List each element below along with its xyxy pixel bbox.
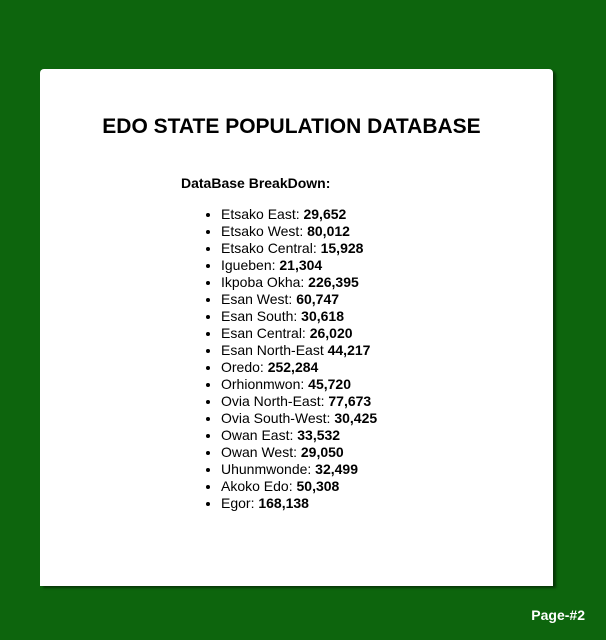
list-item: Oredo: 252,284 [221, 359, 377, 376]
list-item: Esan South: 30,618 [221, 308, 377, 325]
population-value: 44,217 [327, 342, 371, 358]
content-card: EDO STATE POPULATION DATABASE DataBase B… [40, 69, 553, 586]
population-value: 226,395 [308, 274, 359, 290]
lga-name: Etsako Central: [221, 240, 317, 256]
list-item: Ovia South-West: 30,425 [221, 410, 377, 427]
population-value: 45,720 [308, 376, 351, 392]
population-value: 77,673 [328, 393, 372, 409]
population-value: 168,138 [258, 495, 309, 511]
list-item: Igueben: 21,304 [221, 257, 377, 274]
population-value: 33,532 [297, 427, 341, 443]
population-value: 30,425 [334, 410, 378, 426]
population-list: Etsako East: 29,652Etsako West: 80,012Et… [181, 206, 377, 512]
lga-name: Uhunmwonde: [221, 461, 312, 477]
lga-name: Oredo: [221, 359, 264, 375]
list-item: Uhunmwonde: 32,499 [221, 461, 377, 478]
list-item: Akoko Edo: 50,308 [221, 478, 377, 495]
list-item: Esan West: 60,747 [221, 291, 377, 308]
population-value: 50,308 [296, 478, 340, 494]
lga-name: Akoko Edo: [221, 478, 293, 494]
list-item: Ovia North-East: 77,673 [221, 393, 377, 410]
breakdown-heading: DataBase BreakDown: [181, 175, 331, 191]
lga-name: Igueben: [221, 257, 276, 273]
population-value: 252,284 [267, 359, 319, 375]
list-item: Ikpoba Okha: 226,395 [221, 274, 377, 291]
population-value: 29,652 [303, 206, 347, 222]
list-item: Etsako West: 80,012 [221, 223, 377, 240]
population-value: 30,618 [301, 308, 344, 324]
lga-name: Esan North-East [221, 342, 324, 358]
population-value: 60,747 [296, 291, 340, 307]
population-value: 32,499 [315, 461, 358, 477]
population-value: 29,050 [300, 444, 344, 460]
population-value: 15,928 [320, 240, 364, 256]
lga-name: Orhionmwon: [221, 376, 305, 392]
lga-name: Owan East: [221, 427, 294, 443]
population-value: 80,012 [307, 223, 350, 239]
lga-name: Owan West: [221, 444, 297, 460]
list-item: Owan West: 29,050 [221, 444, 377, 461]
lga-name: Esan South: [221, 308, 298, 324]
list-item: Orhionmwon: 45,720 [221, 376, 377, 393]
list-item: Etsako East: 29,652 [221, 206, 377, 223]
list-item: Esan Central: 26,020 [221, 325, 377, 342]
lga-name: Etsako East: [221, 206, 300, 222]
lga-name: Ikpoba Okha: [221, 274, 305, 290]
lga-name: Ovia South-West: [221, 410, 331, 426]
page-number-label: Page-#2 [531, 607, 585, 623]
list-item: Etsako Central: 15,928 [221, 240, 377, 257]
page-title: EDO STATE POPULATION DATABASE [102, 115, 481, 138]
lga-name: Etsako West: [221, 223, 304, 239]
lga-name: Egor: [221, 495, 255, 511]
list-item: Esan North-East 44,217 [221, 342, 377, 359]
lga-name: Esan Central: [221, 325, 306, 341]
list-item: Egor: 168,138 [221, 495, 377, 512]
lga-name: Ovia North-East: [221, 393, 325, 409]
population-value: 26,020 [309, 325, 353, 341]
population-value: 21,304 [279, 257, 323, 273]
lga-name: Esan West: [221, 291, 293, 307]
list-item: Owan East: 33,532 [221, 427, 377, 444]
